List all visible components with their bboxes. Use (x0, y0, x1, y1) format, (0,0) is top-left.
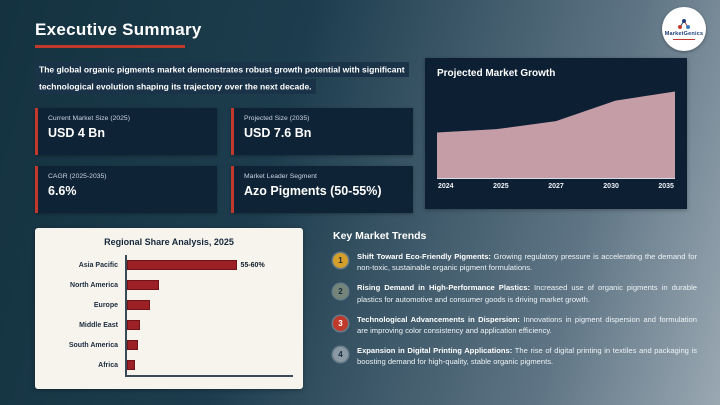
stat-label: Market Leader Segment (244, 173, 317, 180)
bar-track (125, 315, 293, 335)
x-tick-label: 2024 (438, 183, 454, 190)
trend-item: 3 Technological Advancements in Dispersi… (333, 314, 697, 337)
bar-row: Africa (45, 355, 293, 375)
trend-badge: 4 (333, 346, 348, 362)
bar-track (125, 275, 293, 295)
trend-description: Innovations in pigment dispersion and fo… (357, 314, 697, 335)
intro-paragraph: The global organic pigments market demon… (35, 61, 411, 95)
bar-row: Middle East (45, 315, 293, 335)
bar-category-label: South America (68, 341, 118, 349)
region-bar (127, 320, 141, 330)
bar-row: Asia Pacific 55-60% (45, 255, 293, 275)
stat-label: Current Market Size (2025) (48, 115, 130, 122)
growth-area-svg (437, 91, 675, 178)
trends-title: Key Market Trends (333, 230, 427, 242)
region-bar (127, 300, 150, 310)
regional-chart-title: Regional Share Analysis, 2025 (104, 237, 234, 247)
bar-category-label: Europe (93, 301, 118, 309)
stat-card-cagr: CAGR (2025-2035) 6.6% (35, 166, 217, 213)
region-bar (127, 360, 135, 370)
trend-heading: Rising Demand in High-Performance Plasti… (357, 283, 531, 293)
stats-grid: Current Market Size (2025) USD 4 Bn Proj… (35, 108, 413, 213)
trend-badge: 1 (333, 253, 348, 268)
regional-bar-chart: Asia Pacific 55-60% North America Europe (45, 255, 293, 377)
trend-item: 2 Rising Demand in High-Performance Plas… (333, 282, 697, 305)
page-title: Executive Summary (35, 20, 202, 39)
region-bar (127, 280, 160, 290)
bar-track (125, 335, 293, 355)
growth-chart-title: Projected Market Growth (437, 68, 556, 79)
bar-row: North America (45, 275, 293, 295)
bar-track: 55-60% (125, 255, 293, 275)
trend-heading: Expansion in Digital Printing Applicatio… (357, 345, 513, 355)
regional-chart-card: Regional Share Analysis, 2025 Asia Pacif… (35, 228, 303, 389)
trend-heading: Technological Advancements in Dispersion… (357, 314, 520, 324)
logo-molecule-icon (678, 19, 690, 29)
trend-badge: 2 (333, 284, 348, 300)
trend-text: Shift Toward Eco-Friendly Pigments: Grow… (357, 251, 697, 274)
bar-category-label: Middle East (79, 321, 118, 329)
stat-value: Azo Pigments (50-55%) (244, 184, 382, 198)
title-underline (35, 45, 185, 48)
trend-description: Increased use of organic pigments in dur… (357, 283, 697, 304)
trend-text: Rising Demand in High-Performance Plasti… (357, 282, 697, 305)
growth-chart-card: Projected Market Growth 2024 2025 2027 2… (425, 58, 687, 209)
bar-category-label: Asia Pacific (78, 261, 118, 269)
trend-item: 4 Expansion in Digital Printing Applicat… (333, 345, 697, 368)
x-tick-label: 2025 (493, 183, 509, 190)
stat-card-projected-size: Projected Size (2035) USD 7.6 Bn (231, 108, 413, 155)
region-bar (127, 340, 139, 350)
trend-description: Growing regulatory pressure is accelerat… (357, 252, 697, 273)
trend-description: The rise of digital printing in textiles… (357, 345, 697, 367)
growth-area-chart (437, 87, 675, 179)
bar-category-label: North America (70, 281, 118, 289)
region-bar (127, 260, 237, 270)
x-tick-label: 2030 (603, 183, 619, 190)
bar-category-label: Africa (98, 361, 118, 369)
trend-badge: 3 (333, 315, 348, 331)
stat-value: USD 4 Bn (48, 126, 105, 140)
logo-tagline-bar (673, 38, 695, 40)
stat-value: USD 7.6 Bn (244, 126, 312, 140)
bar-track (125, 295, 293, 315)
key-market-trends-panel: Key Market Trends 1 Shift Toward Eco-Fri… (333, 230, 697, 376)
bar-value-label: 55-60% (240, 261, 265, 269)
stat-value: 6.6% (48, 184, 77, 198)
bar-row: South America (45, 335, 293, 355)
stat-card-current-size: Current Market Size (2025) USD 4 Bn (35, 108, 217, 155)
brand-logo: MarketGenics (662, 7, 706, 51)
bar-row: Europe (45, 295, 293, 315)
intro-highlighted-text: The global organic pigments market demon… (35, 61, 409, 94)
x-tick-label: 2027 (548, 183, 564, 190)
stat-card-leader-segment: Market Leader Segment Azo Pigments (50-5… (231, 166, 413, 213)
trend-item: 1 Shift Toward Eco-Friendly Pigments: Gr… (333, 251, 697, 274)
growth-x-axis: 2024 2025 2027 2030 2035 (437, 183, 675, 190)
x-tick-label: 2035 (658, 183, 674, 190)
trend-text: Technological Advancements in Dispersion… (357, 314, 697, 337)
trend-text: Expansion in Digital Printing Applicatio… (357, 345, 697, 368)
logo-brand-text: MarketGenics (664, 31, 704, 37)
x-axis-line (125, 375, 293, 377)
stat-label: CAGR (2025-2035) (48, 173, 107, 180)
bar-track (125, 355, 293, 375)
trend-heading: Shift Toward Eco-Friendly Pigments: (357, 252, 491, 261)
stat-label: Projected Size (2035) (244, 115, 310, 122)
